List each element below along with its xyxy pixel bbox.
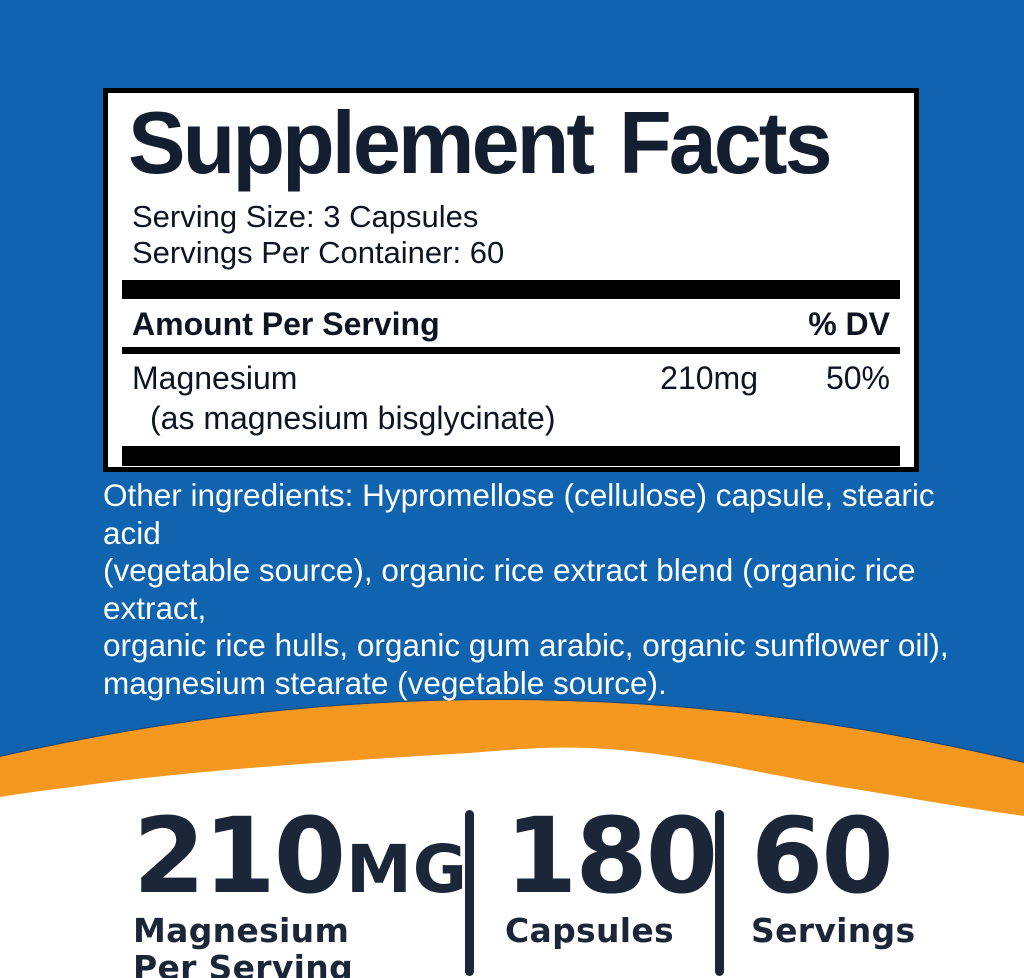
thick-rule-top bbox=[122, 280, 900, 299]
stat-divider bbox=[715, 810, 724, 976]
stat-capsules-label: Capsules bbox=[505, 910, 674, 950]
stat-value-row: 60 bbox=[751, 795, 915, 917]
ingredient-row: Magnesium 210mg 50% bbox=[122, 354, 900, 396]
thin-rule bbox=[122, 347, 900, 354]
stat-capsules-value: 180 bbox=[505, 795, 718, 917]
stat-servings-value: 60 bbox=[751, 795, 894, 917]
stat-value-row: 210 MG bbox=[133, 795, 468, 917]
thick-rule-bottom bbox=[122, 446, 900, 466]
stat-magnesium-value: 210 bbox=[133, 795, 346, 917]
ingredient-name: Magnesium bbox=[132, 360, 298, 396]
stats-strip: 210 MG Magnesium Per Serving 180 Capsule… bbox=[0, 800, 1024, 978]
stat-capsules: 180 Capsules bbox=[505, 795, 718, 950]
serving-size-text: Serving Size: 3 Capsules bbox=[132, 199, 479, 234]
supplement-facts-panel: Supplement Facts Serving Size: 3 Capsule… bbox=[103, 88, 919, 472]
ingredient-detail: (as magnesium bisglycinate) bbox=[150, 400, 556, 436]
ingredient-amount: 210mg bbox=[660, 360, 758, 396]
stat-magnesium-label: Magnesium Per Serving bbox=[133, 910, 353, 978]
stat-magnesium-per-serving: 210 MG Magnesium Per Serving bbox=[133, 795, 468, 978]
stat-magnesium-unit: MG bbox=[346, 831, 468, 908]
percent-dv-header: % DV bbox=[808, 306, 890, 342]
stat-servings: 60 Servings bbox=[751, 795, 916, 950]
other-ingredients-text: Other ingredients: Hypromellose (cellulo… bbox=[103, 477, 949, 701]
ingredient-dv: 50% bbox=[825, 360, 890, 396]
supplement-facts-title: Supplement Facts bbox=[128, 93, 833, 192]
stat-value-row: 180 bbox=[505, 795, 718, 917]
amount-per-serving-header: Amount Per Serving bbox=[132, 306, 440, 342]
orange-swoosh bbox=[0, 699, 1024, 816]
servings-per-container-text: Servings Per Container: 60 bbox=[132, 235, 505, 270]
stat-divider bbox=[465, 810, 474, 976]
facts-header-row: Amount Per Serving % DV bbox=[122, 299, 900, 342]
stat-servings-label: Servings bbox=[751, 910, 916, 950]
